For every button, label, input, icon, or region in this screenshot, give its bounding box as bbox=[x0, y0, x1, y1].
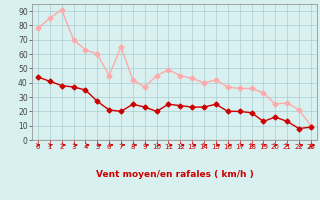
X-axis label: Vent moyen/en rafales ( km/h ): Vent moyen/en rafales ( km/h ) bbox=[96, 170, 253, 179]
